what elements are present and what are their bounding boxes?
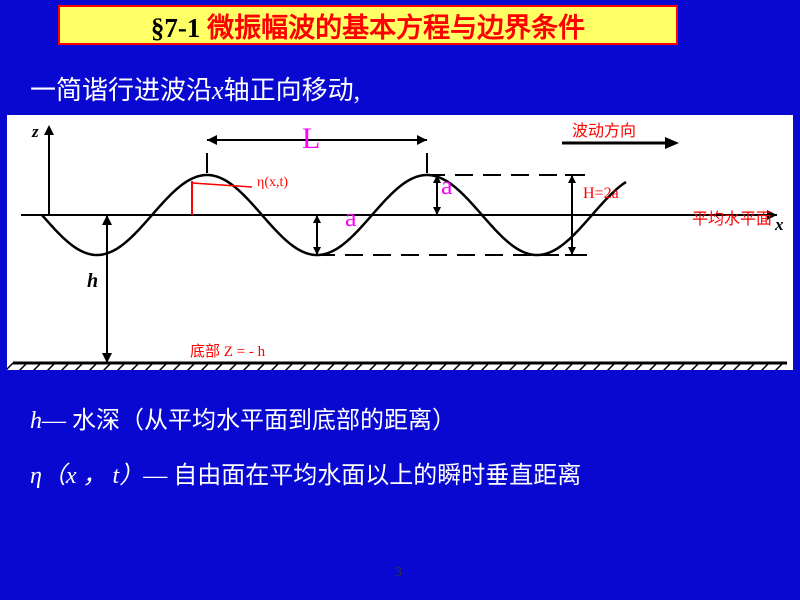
definition-h: h— 水深（从平均水平面到底部的距离） bbox=[30, 400, 456, 435]
diagram-svg bbox=[7, 115, 793, 370]
amplitude-a-lower: a bbox=[345, 203, 357, 233]
section-title-box: §7-1 微振幅波的基本方程与边界条件 bbox=[58, 5, 678, 45]
eta-label: η(x,t) bbox=[257, 175, 288, 191]
amplitude-a-upper: a bbox=[441, 171, 453, 201]
wave-direction-label: 波动方向 bbox=[572, 117, 636, 141]
eta-symbol: η（x ， t） bbox=[30, 463, 143, 489]
slide-root: §7-1 微振幅波的基本方程与边界条件 一简谐行进波沿x轴正向移动, z x h… bbox=[0, 0, 800, 600]
h-label: h bbox=[87, 270, 98, 293]
subtitle-x: x bbox=[212, 76, 224, 105]
mean-level-label: 平均水平面 bbox=[692, 205, 772, 229]
section-number: §7-1 bbox=[151, 13, 201, 43]
subtitle-post: 轴正向移动, bbox=[224, 76, 361, 105]
x-axis-label: x bbox=[775, 215, 784, 235]
page-number: 3 bbox=[395, 565, 402, 581]
h-definition-text: — 水深（从平均水平面到底部的距离） bbox=[42, 408, 456, 434]
section-title: §7-1 微振幅波的基本方程与边界条件 bbox=[151, 6, 585, 45]
wavelength-label: L bbox=[302, 122, 320, 156]
section-heading: 微振幅波的基本方程与边界条件 bbox=[200, 13, 585, 43]
height-label: H=2a bbox=[583, 185, 619, 203]
z-axis-label: z bbox=[32, 122, 39, 142]
wave-diagram: z x h L a a η(x,t) H=2a 波动方向 平均水平面 底部 Z … bbox=[7, 115, 793, 370]
subtitle-line: 一简谐行进波沿x轴正向移动, bbox=[30, 70, 360, 107]
h-symbol: h bbox=[30, 408, 42, 434]
subtitle-pre: 一简谐行进波沿 bbox=[30, 76, 212, 105]
bottom-label: 底部 Z = - h bbox=[190, 340, 265, 361]
eta-definition-text: — 自由面在平均水面以上的瞬时垂直距离 bbox=[143, 463, 581, 489]
definition-eta: η（x ， t）— 自由面在平均水面以上的瞬时垂直距离 bbox=[30, 455, 581, 490]
